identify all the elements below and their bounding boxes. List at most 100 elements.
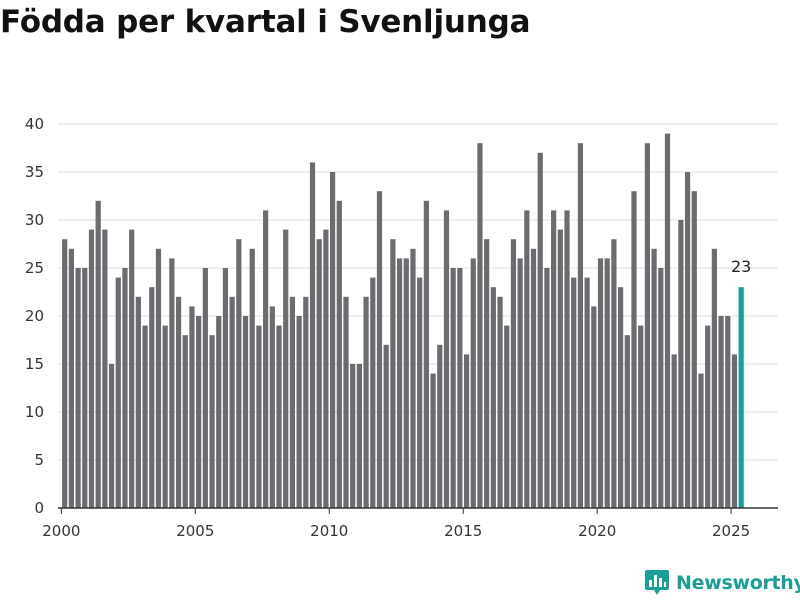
bar [396,258,403,508]
bar [62,239,68,508]
bar [403,258,409,508]
bar [95,200,101,509]
bar [611,239,617,508]
bar [430,373,436,508]
y-tick-label: 30 [25,211,44,229]
bar [336,200,342,509]
bar [618,287,624,508]
y-tick-label: 15 [25,355,44,373]
bar [423,200,429,509]
bar [718,316,724,508]
bar [236,239,242,508]
bar [664,133,671,508]
bar [155,248,162,509]
bar [390,239,396,508]
bar [135,296,141,508]
y-tick-label: 25 [25,259,44,277]
bar [88,229,95,508]
bar [216,316,222,508]
bar [115,277,121,508]
bar [497,296,503,508]
y-tick-label: 10 [25,403,44,421]
y-tick-label: 40 [25,115,44,133]
bar [577,143,584,508]
data-label: 23 [731,257,751,276]
highlighted-bar [738,287,744,508]
bar [564,210,570,508]
bar [182,335,188,508]
bar [463,354,470,508]
bar [557,229,563,508]
bar [450,268,456,508]
bar [731,354,738,508]
bar [658,268,664,508]
bar [309,162,316,508]
bar [189,306,195,508]
bar [169,258,175,508]
bar [229,296,235,508]
bar [276,325,282,508]
bar [249,248,255,509]
bar [537,152,543,509]
bar [517,258,523,508]
bar [711,248,717,509]
bar [678,220,684,508]
bar [269,306,275,508]
bar [196,316,202,508]
y-tick-label: 5 [34,451,44,469]
bar [68,248,74,509]
bar [162,325,168,508]
bar [296,316,302,508]
y-tick-label: 35 [25,163,44,181]
bar [631,191,637,508]
axes [58,507,778,514]
bar [584,277,590,508]
bar [638,325,644,508]
y-tick-label: 0 [34,499,44,517]
bar [530,248,537,509]
x-tick-label: 2005 [176,522,214,540]
bar [256,325,262,508]
bar [591,306,597,508]
x-tick-label: 2000 [42,522,80,540]
bar [263,210,269,508]
x-tick-label: 2010 [310,522,348,540]
bar [350,364,356,508]
bar [289,296,296,508]
bar [644,143,650,508]
bar [323,229,329,508]
bar [604,258,610,508]
bar [142,325,148,508]
y-tick-label: 20 [25,307,44,325]
bar [671,354,677,508]
bar [202,268,208,508]
bar [356,364,362,508]
bar [571,277,577,508]
x-tick-label: 2015 [444,522,482,540]
bar [175,296,182,508]
bar [705,325,711,508]
bar [698,373,704,508]
bar [75,268,81,508]
bar [242,316,249,508]
bar [470,258,476,508]
chart-title: Födda per kvartal i Svenljunga [0,4,531,40]
bar [303,296,309,508]
brand-name: Newsworthy [676,572,800,594]
bar [457,268,463,508]
bar [283,229,289,508]
bar [82,268,88,508]
bar [122,268,128,508]
bar [363,296,369,508]
bar [102,229,108,508]
bar [651,248,657,509]
bar [490,287,496,508]
bar [410,248,416,509]
bar [477,143,483,508]
newsworthy-icon [645,570,669,595]
newsworthy-logo: Newsworthy [644,569,800,597]
bar [417,277,423,508]
bar [370,277,376,508]
